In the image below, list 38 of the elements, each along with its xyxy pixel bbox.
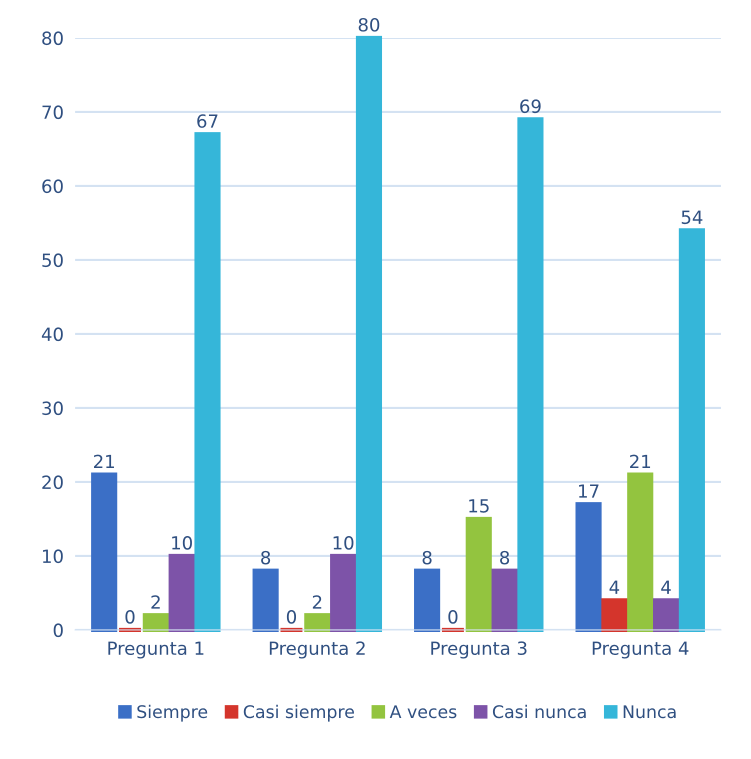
data-label: 21 — [630, 454, 650, 468]
y-tick-label: 30 — [42, 401, 63, 416]
data-label: 2 — [151, 595, 160, 609]
y-tick-label: 20 — [42, 475, 63, 490]
y-tick-label: 10 — [42, 549, 63, 564]
data-label: 2 — [312, 595, 322, 609]
legend-label: A veces — [390, 705, 456, 718]
y-tick-label: 60 — [42, 179, 63, 194]
data-label: 80 — [358, 18, 380, 32]
x-tick-label: Pregunta 4 — [592, 642, 688, 659]
legend-label: Siempre — [137, 704, 208, 722]
data-label: 4 — [610, 580, 620, 594]
data-label: 8 — [422, 550, 432, 564]
legend-label: Casi nunca — [492, 704, 586, 718]
legend-label: Nunca — [624, 705, 676, 718]
y-tick-label: 50 — [42, 253, 63, 268]
data-label: 4 — [661, 580, 671, 594]
data-label: 17 — [579, 484, 599, 498]
data-label: 67 — [197, 114, 218, 128]
data-label: 0 — [448, 610, 458, 624]
data-label: 69 — [520, 99, 541, 114]
data-label: 0 — [125, 610, 135, 624]
data-label: 21 — [94, 454, 114, 468]
x-tick-label: Pregunta 1 — [108, 642, 204, 659]
y-tick-label: 70 — [42, 105, 63, 120]
data-label: 0 — [286, 610, 296, 624]
data-label: 8 — [500, 550, 510, 564]
y-tick-label: 40 — [42, 327, 63, 342]
data-label: 54 — [682, 210, 702, 224]
data-label: 10 — [334, 536, 354, 550]
y-tick-label: 80 — [42, 31, 63, 46]
y-tick-label: 0 — [54, 623, 63, 638]
x-tick-label: Pregunta 3 — [431, 641, 527, 659]
legend-label: Casi siempre — [244, 704, 354, 722]
data-label: 10 — [172, 536, 192, 550]
x-tick-label: Pregunta 2 — [270, 641, 365, 659]
data-label: 8 — [261, 550, 270, 564]
data-label: 15 — [469, 499, 489, 513]
